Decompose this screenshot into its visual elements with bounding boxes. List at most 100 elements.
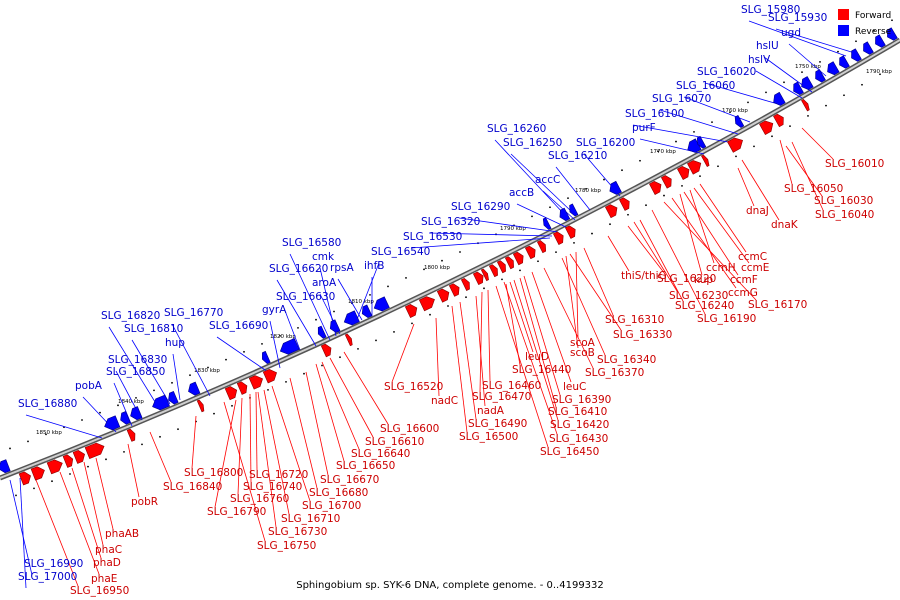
gene-label-slg-16880: SLG_16880	[18, 398, 77, 410]
forward-gene-arrow	[504, 256, 514, 270]
gene-label-hup: hup	[165, 337, 185, 349]
leader-line	[451, 305, 468, 433]
reverse-gene-arrow	[827, 61, 840, 76]
scale-tick	[69, 473, 71, 475]
leader-line	[519, 277, 557, 408]
gene-label-slg-16740: SLG_16740	[243, 481, 302, 493]
scale-tick	[609, 223, 611, 226]
scale-tick	[87, 465, 89, 468]
gene-label-slg-16580: SLG_16580	[282, 237, 341, 249]
scale-tick	[855, 40, 857, 43]
scale-labels: 1790 kbp 1750 kbp 1760 kbp 1770 kbp 1780 kbp…	[36, 64, 892, 436]
gene-label-leud: leuD	[525, 351, 549, 363]
scale-label: 1760 kbp	[722, 108, 748, 114]
gene-arrow-shape	[460, 277, 470, 291]
reverse-legend-swatch	[838, 25, 849, 36]
gene-arrow-shape	[677, 166, 690, 180]
gene-arrow-shape	[827, 61, 840, 76]
gene-label-slg-16790: SLG_16790	[207, 506, 266, 518]
scale-tick	[861, 83, 863, 86]
reverse-gene-arrow	[343, 310, 360, 326]
gene-label-slg-16760: SLG_16760	[230, 493, 289, 505]
forward-gene-arrow	[727, 137, 743, 153]
gene-label-slg-16620: SLG_16620	[269, 263, 328, 275]
leader-line	[289, 377, 318, 489]
scale-tick	[693, 130, 695, 133]
scale-tick	[321, 364, 323, 367]
gene-label-slg-16770: SLG_16770	[164, 307, 223, 319]
scale-tick	[369, 293, 371, 296]
gene-label-slg-16640: SLG_16640	[351, 448, 410, 460]
gene-label-slg-16310: SLG_16310	[605, 314, 664, 326]
gene-label-slg-16720: SLG_16720	[249, 469, 308, 481]
scale-tick	[159, 435, 161, 438]
gene-label-slg-16020: SLG_16020	[697, 66, 756, 78]
scale-tick	[387, 285, 389, 288]
leader-line	[671, 197, 737, 289]
forward-gene-arrow	[460, 277, 470, 291]
scale-ticks	[9, 19, 893, 497]
gene-arrow-shape	[569, 203, 579, 217]
scale-tick	[585, 187, 587, 190]
leader-line	[214, 399, 237, 508]
forward-gene-arrow	[18, 471, 31, 486]
scale-tick	[621, 169, 623, 172]
reverse-gene-arrow	[361, 304, 373, 319]
forward-gene-arrow	[248, 375, 263, 390]
gene-label-slg-16950: SLG_16950	[70, 585, 129, 597]
reverse-gene-arrow	[542, 217, 552, 230]
forward-gene-arrow	[496, 260, 506, 274]
scale-tick	[285, 380, 287, 383]
leader-line	[9, 479, 33, 576]
leader-line	[639, 219, 684, 302]
leader-line	[315, 363, 345, 462]
scale-tick	[225, 358, 227, 361]
scale-tick	[279, 335, 281, 337]
gene-label-slg-16410: SLG_16410	[548, 406, 607, 418]
leader-line	[255, 391, 258, 471]
gene-label-slg-16710: SLG_16710	[281, 513, 340, 525]
gene-label-slg-16330: SLG_16330	[613, 329, 672, 341]
gene-arrow-shape	[188, 381, 201, 396]
gene-arrow-shape	[759, 120, 774, 135]
leader-line	[321, 361, 360, 450]
gene-arrow-shape	[0, 459, 11, 474]
leader-line	[171, 323, 211, 397]
gene-arrow-shape	[279, 337, 300, 355]
scale-tick	[447, 305, 449, 307]
scale-tick	[873, 29, 875, 32]
gene-label-dnak: dnaK	[771, 219, 799, 231]
leader-line	[191, 415, 197, 469]
leader-line	[223, 401, 266, 542]
leader-line	[276, 279, 317, 347]
forward-gene-arrow	[524, 245, 536, 260]
forward-gene-arrow	[604, 204, 618, 219]
leader-line	[569, 253, 622, 331]
gene-arrow-shape	[30, 466, 45, 481]
leader-line	[494, 139, 565, 215]
leader-line	[627, 225, 666, 275]
gene-arrow-shape	[18, 471, 31, 486]
reverse-gene-arrow	[687, 138, 702, 153]
gene-label-slg-16610: SLG_16610	[365, 436, 424, 448]
gene-arrow-shape	[480, 268, 489, 282]
gene-arrow-shape	[46, 459, 63, 475]
gene-arrow-shape	[661, 175, 672, 189]
leader-line	[583, 247, 614, 316]
scale-tick	[423, 268, 425, 271]
reverse-gene-arrow	[793, 81, 804, 95]
scale-tick	[639, 159, 641, 162]
scale-tick	[519, 269, 521, 272]
scale-tick	[765, 91, 767, 94]
scale-tick	[393, 331, 395, 333]
gene-arrow-shape	[564, 225, 576, 239]
scale-tick	[261, 343, 263, 345]
gene-arrow-shape	[329, 319, 341, 333]
gene-label-slg-16440: SLG_16440	[512, 364, 571, 376]
gene-label-dnaj: dnaJ	[746, 205, 769, 217]
scale-tick	[645, 204, 647, 207]
gene-arrow-shape	[887, 27, 898, 41]
forward-gene-arrow	[512, 251, 524, 266]
scale-tick	[549, 206, 551, 209]
forward-gene-arrow	[472, 271, 484, 286]
